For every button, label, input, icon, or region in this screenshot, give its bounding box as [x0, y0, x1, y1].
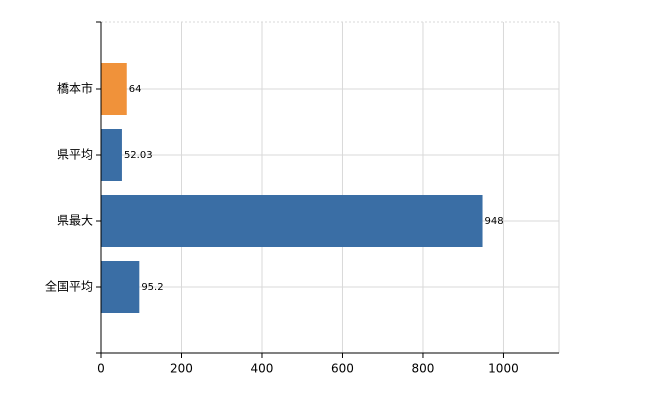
- x-tick-label: 600: [331, 362, 354, 376]
- y-tick-label: 県平均: [57, 148, 93, 162]
- y-tick-label: 県最大: [57, 214, 93, 228]
- y-tick-label: 全国平均: [45, 279, 93, 294]
- y-tick-label: 橋本市: [57, 81, 93, 96]
- value-label: 52.03: [124, 150, 153, 161]
- bar: [101, 261, 140, 313]
- x-tick-label: 800: [412, 362, 435, 376]
- value-label: 64: [129, 84, 142, 95]
- x-tick-label: 0: [97, 362, 105, 376]
- bar: [101, 129, 122, 181]
- bar: [101, 63, 127, 115]
- x-tick-label: 200: [170, 362, 193, 376]
- value-label: 95.2: [141, 282, 163, 293]
- x-tick-label: 1000: [488, 362, 519, 376]
- bar: [101, 195, 483, 247]
- value-label: 948: [485, 216, 504, 227]
- x-tick-label: 400: [251, 362, 274, 376]
